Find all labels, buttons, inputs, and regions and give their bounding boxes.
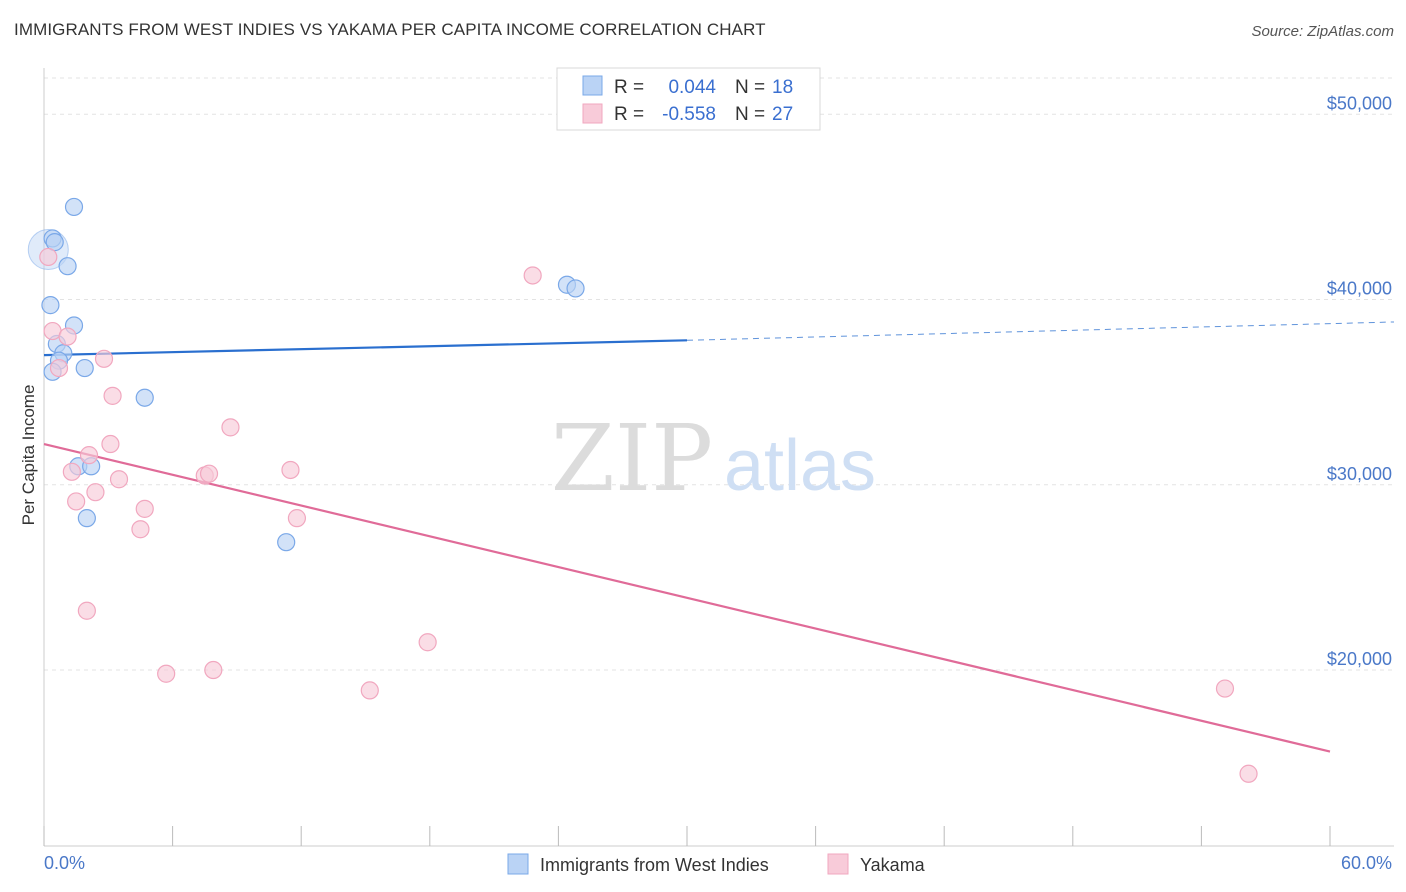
x-tick-label-max: 60.0% (1341, 853, 1392, 873)
point-series1-18 (131, 520, 150, 539)
trend-lines (43, 321, 1395, 753)
trend-line-0 (43, 339, 688, 357)
point-series1-15 (67, 492, 86, 511)
legend-r-label-2: R = (614, 104, 644, 125)
point-series1-23 (418, 633, 437, 652)
point-series0-3 (58, 257, 77, 276)
x-tick-label-min: 0.0% (44, 853, 85, 873)
point-series1-24 (523, 266, 542, 285)
legend-n-value-1: 18 (772, 77, 793, 98)
legend-swatch-west-indies (582, 75, 603, 96)
point-series1-9 (62, 462, 81, 481)
point-series0-17 (566, 279, 585, 298)
series-legend: Immigrants from West Indies Yakama (507, 853, 926, 875)
point-series0-9 (75, 358, 94, 378)
point-series1-2 (58, 327, 77, 346)
y-tick-labels: $20,000 $30,000 $40,000 $50,000 (1327, 93, 1392, 669)
legend-r-value-1: 0.044 (668, 77, 716, 98)
point-series1-19 (77, 601, 96, 620)
y-tick-label-20000: $20,000 (1327, 649, 1392, 669)
trend-line-extension-0 (686, 321, 1395, 341)
point-series1-25 (1215, 679, 1235, 698)
point-series1-6 (221, 418, 240, 437)
series-legend-swatch-yakama (827, 853, 849, 875)
series-legend-swatch-west-indies (507, 853, 529, 875)
y-tick-label-50000: $50,000 (1327, 93, 1392, 113)
chart-source: Source: ZipAtlas.com (1251, 23, 1394, 40)
point-series1-17 (287, 509, 307, 528)
legend-r-label-1: R = (614, 77, 644, 98)
point-series0-0 (64, 197, 84, 217)
point-series1-0 (39, 247, 58, 267)
legend-n-value-2: 27 (772, 104, 793, 125)
legend-swatch-yakama (582, 103, 603, 124)
point-series1-3 (49, 358, 69, 378)
point-series1-8 (79, 446, 99, 465)
data-points (27, 197, 1258, 783)
trend-line-1 (43, 442, 1331, 753)
chart-title: IMMIGRANTS FROM WEST INDIES VS YAKAMA PE… (14, 20, 766, 39)
point-series1-7 (101, 434, 120, 454)
point-series1-26 (1239, 764, 1258, 783)
y-tick-label-40000: $40,000 (1327, 279, 1392, 299)
watermark-zip: ZIP (551, 405, 713, 512)
point-series1-21 (204, 660, 223, 680)
series-legend-label-yakama: Yakama (860, 855, 926, 875)
y-axis-label: Per Capita Income (19, 385, 38, 526)
point-series0-11 (135, 388, 154, 407)
point-series1-11 (199, 464, 219, 483)
y-tick-label-30000: $30,000 (1327, 464, 1392, 484)
point-series0-4 (41, 296, 60, 315)
watermark-atlas: atlas (724, 426, 876, 506)
point-series0-15 (277, 533, 296, 552)
point-series1-16 (135, 499, 154, 518)
point-series1-4 (94, 349, 114, 368)
series-legend-label-west-indies: Immigrants from West Indies (540, 855, 769, 875)
point-series0-14 (77, 509, 96, 528)
point-series1-13 (109, 470, 129, 489)
point-series1-22 (360, 681, 379, 700)
point-series1-12 (281, 460, 300, 480)
grid-lines (44, 77, 1394, 671)
point-series1-20 (157, 664, 176, 683)
legend-n-label-1: N = (735, 77, 765, 98)
axes (43, 68, 1394, 847)
legend-n-label-2: N = (735, 104, 765, 125)
correlation-legend: R = 0.044 N = 18 R = -0.558 N = 27 (556, 67, 821, 131)
point-series1-5 (103, 386, 122, 405)
legend-r-value-2: -0.558 (662, 104, 716, 125)
x-tick-marks (43, 826, 1331, 846)
point-series1-14 (86, 483, 105, 502)
